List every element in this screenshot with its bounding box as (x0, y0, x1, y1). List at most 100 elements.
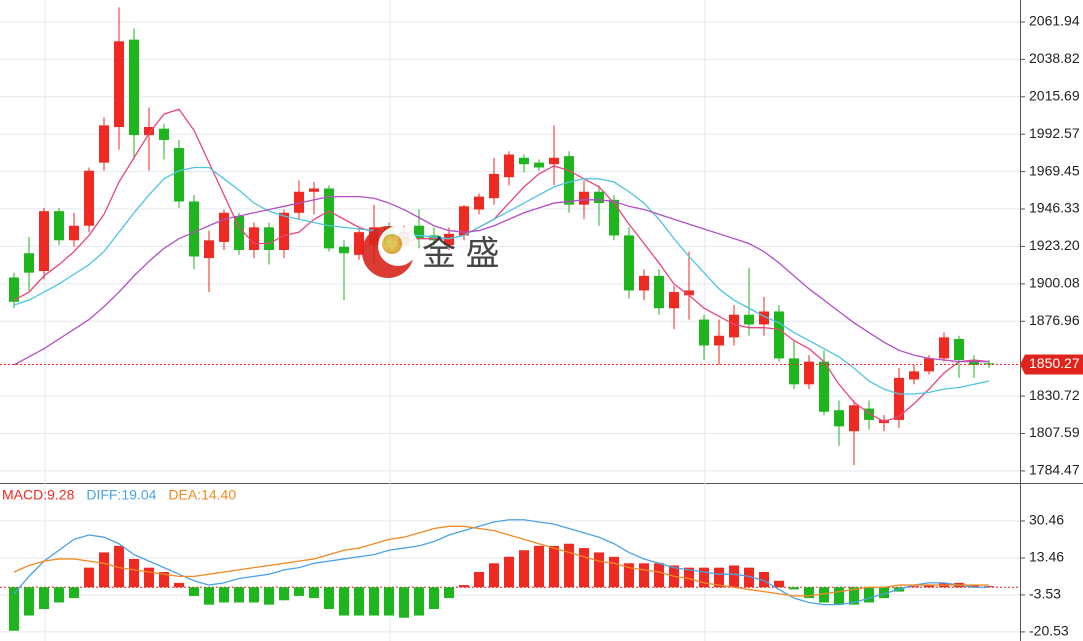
candle-body (24, 253, 34, 273)
candle-body (954, 338, 964, 361)
candle-body (864, 408, 874, 420)
candle-body (414, 225, 424, 239)
y-tick-label: -20.53 (1029, 623, 1069, 639)
candle-body (579, 191, 589, 205)
candle-body (759, 311, 769, 325)
candle-body (39, 211, 49, 272)
macd-bar (579, 548, 589, 588)
macd-bar (699, 567, 709, 588)
y-tick-label: 2061.94 (1029, 13, 1080, 29)
y-tick-label: 1946.33 (1029, 200, 1080, 216)
indicator-label: DEA:14.40 (168, 487, 236, 503)
candle-body (789, 358, 799, 385)
macd-bar (234, 587, 244, 603)
macd-bar (594, 552, 604, 588)
line (13, 195, 989, 366)
macd-bar (759, 572, 769, 588)
macd-bar (429, 587, 439, 610)
macd-bar (714, 567, 724, 588)
macd-bar (309, 587, 319, 599)
candle-body (309, 188, 319, 192)
candle-body (294, 191, 304, 213)
macd-bar (864, 587, 874, 603)
candle-body (204, 240, 214, 259)
y-tick-label: 1830.72 (1029, 387, 1080, 403)
macd-bar (519, 550, 529, 588)
line (13, 519, 989, 606)
candle-body (249, 227, 259, 250)
candle-body (129, 39, 139, 136)
candle-body (609, 199, 619, 236)
candle-body (429, 235, 439, 241)
macd-bar (174, 582, 184, 588)
macd-bar (219, 587, 229, 603)
macd-bar (639, 563, 649, 588)
candle-body (684, 290, 694, 296)
y-tick-label: 2038.82 (1029, 50, 1080, 66)
candle-body (534, 162, 544, 168)
candle-body (9, 277, 19, 302)
macd-bar (399, 587, 409, 618)
candle-body (264, 227, 274, 250)
macd-bar (879, 587, 889, 599)
macd-bar (609, 556, 619, 588)
candle-body (174, 148, 184, 202)
macd-bar (294, 587, 304, 596)
candle-body (459, 206, 469, 236)
macd-bar (909, 586, 919, 588)
candle-body (669, 292, 679, 309)
macd-bar (189, 587, 199, 596)
macd-bar (264, 587, 274, 605)
candle-body (354, 232, 364, 255)
macd-bar (549, 545, 559, 588)
macd-bar (729, 565, 739, 588)
macd-bar (789, 587, 799, 590)
macd-bar (924, 585, 934, 588)
macd-bar (474, 572, 484, 588)
candle-body (984, 363, 994, 365)
macd-bar (114, 545, 124, 588)
candle-body (639, 275, 649, 291)
macd-bar (819, 587, 829, 603)
y-tick-label: 1807.59 (1029, 424, 1080, 440)
y-tick-label: -3.53 (1029, 586, 1061, 602)
macd-bar (744, 567, 754, 588)
y-tick-label: 1969.45 (1029, 162, 1080, 178)
candle-body (699, 319, 709, 346)
macd-bar (654, 563, 664, 588)
macd-bar (459, 585, 469, 588)
watermark-text: 金 盛 (422, 235, 499, 273)
candle-body (339, 246, 349, 254)
macd-bar (414, 587, 424, 616)
y-tick-label: 1923.20 (1029, 237, 1080, 253)
macd-bar (624, 563, 634, 588)
y-tick-label: 1784.47 (1029, 462, 1080, 478)
y-tick-label: 13.46 (1029, 549, 1064, 565)
macd-bar (684, 567, 694, 588)
candle-body (729, 314, 739, 338)
candle-body (744, 314, 754, 325)
candle-body (594, 191, 604, 204)
macd-bar (564, 543, 574, 588)
watermark: 金 盛 (362, 226, 499, 278)
macd-bar (69, 587, 79, 599)
macd-bar (249, 587, 259, 603)
candle-body (489, 173, 499, 199)
candle-body (444, 233, 454, 246)
candle-body (474, 196, 484, 210)
candle-body (714, 335, 724, 346)
candle-body (504, 154, 514, 178)
macd-bar (339, 587, 349, 616)
candle-body (549, 157, 559, 165)
candle-body (324, 188, 334, 249)
candle-body (624, 235, 634, 291)
macd-bar (369, 587, 379, 616)
candle-body (894, 377, 904, 420)
candle-body (234, 216, 244, 250)
candle-body (804, 361, 814, 385)
macd-bar (129, 558, 139, 588)
macd-bar (969, 585, 979, 588)
last-price-label: 1850.27 (1029, 355, 1080, 371)
macd-bar (324, 587, 334, 610)
